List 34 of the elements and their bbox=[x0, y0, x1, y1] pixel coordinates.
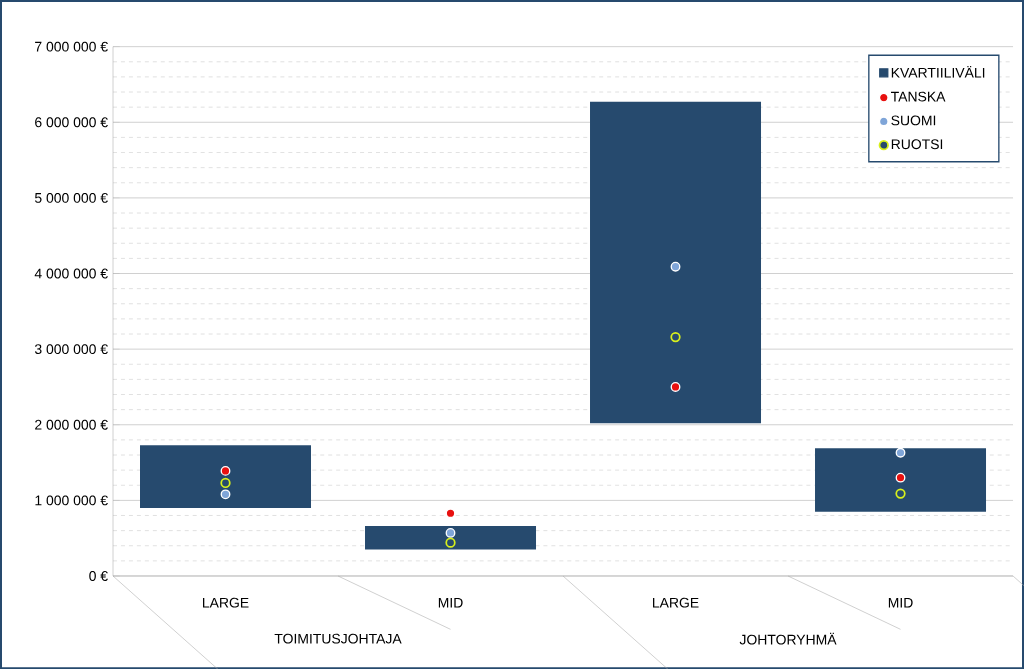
bar bbox=[365, 525, 537, 550]
point bbox=[670, 331, 681, 343]
legend-label: SUOMI bbox=[891, 115, 936, 126]
point bbox=[445, 527, 456, 538]
bar bbox=[590, 101, 762, 424]
y-tick-label: 3 000 000 € bbox=[34, 344, 108, 354]
point bbox=[895, 488, 906, 499]
y-tick-label: 5 000 000 € bbox=[34, 192, 108, 203]
point bbox=[895, 447, 906, 458]
y-tick-label: 7 000 000 € bbox=[35, 41, 108, 52]
y-tick-label: 0 € bbox=[89, 570, 108, 581]
x-tick-label: LARGE bbox=[203, 597, 249, 608]
point bbox=[670, 261, 681, 272]
point bbox=[220, 465, 231, 476]
text: TOIMITUSJOHTAJA bbox=[274, 633, 402, 644]
point bbox=[220, 477, 231, 488]
x-tick-label: MID bbox=[438, 597, 463, 608]
point bbox=[670, 381, 681, 392]
bar bbox=[815, 448, 987, 512]
y-tick-label: 6 000 000 € bbox=[35, 117, 108, 128]
point bbox=[445, 508, 456, 519]
legend-label: TANSKA bbox=[891, 91, 946, 102]
y-tick-label: 2 000 000 € bbox=[35, 419, 108, 430]
point bbox=[895, 472, 906, 483]
y-tick-label: 4 000 000 € bbox=[34, 268, 108, 279]
x-tick-label: LARGE bbox=[653, 597, 699, 608]
bar bbox=[140, 445, 311, 508]
legend-label: RUOTSI bbox=[891, 139, 943, 150]
point bbox=[220, 489, 231, 500]
legend-label: KVARTIILIVÄLI bbox=[891, 65, 985, 78]
x-tick-label: MID bbox=[888, 597, 913, 608]
text: JOHTORYHMÄ bbox=[739, 632, 837, 645]
point bbox=[445, 537, 456, 548]
y-tick-label: 1 000 000 € bbox=[35, 495, 108, 506]
